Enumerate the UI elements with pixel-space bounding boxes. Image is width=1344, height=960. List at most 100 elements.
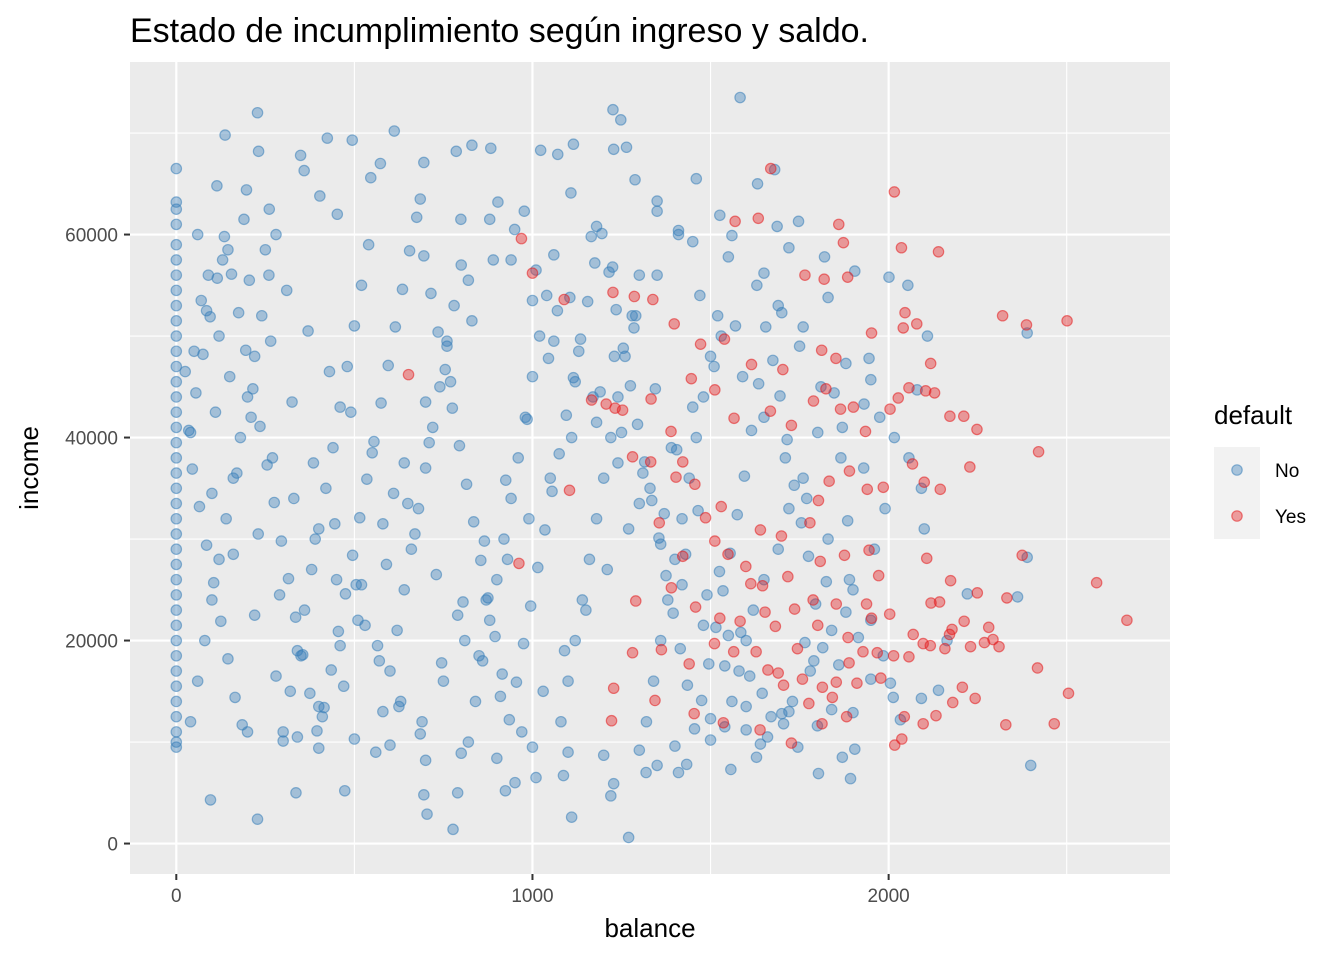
data-point <box>209 406 222 418</box>
data-point <box>558 293 570 306</box>
data-point <box>179 365 192 378</box>
data-point <box>939 642 951 655</box>
data-point <box>607 286 619 299</box>
data-point <box>903 382 915 394</box>
data-point <box>388 125 401 137</box>
data-point <box>888 186 901 198</box>
data-point <box>576 594 589 606</box>
data-point <box>921 330 934 342</box>
data-point <box>836 421 849 434</box>
data-point <box>298 604 311 616</box>
data-point <box>331 208 344 221</box>
data-point <box>694 338 707 350</box>
data-point <box>807 395 820 407</box>
data-point <box>858 398 870 410</box>
data-point <box>330 573 343 586</box>
data-point <box>309 533 322 545</box>
data-point <box>290 786 302 799</box>
data-point <box>1032 445 1045 458</box>
data-point <box>653 517 666 529</box>
data-point <box>774 390 786 402</box>
data-point <box>305 563 318 576</box>
data-point <box>200 304 213 317</box>
data-point <box>651 205 663 218</box>
data-point <box>662 594 674 606</box>
data-point <box>612 457 624 469</box>
data-point <box>441 335 453 347</box>
data-point <box>751 279 763 292</box>
data-point <box>499 474 512 486</box>
data-point <box>918 523 931 535</box>
data-point <box>170 467 183 479</box>
data-point <box>170 543 183 555</box>
data-point <box>574 333 587 345</box>
data-point <box>521 413 533 426</box>
data-point <box>312 523 325 535</box>
data-point <box>843 465 856 477</box>
data-point <box>832 659 845 671</box>
data-point <box>307 457 320 469</box>
data-point <box>451 609 464 621</box>
data-point <box>204 310 216 323</box>
data-point <box>526 370 539 383</box>
data-point <box>629 173 641 186</box>
data-point <box>722 251 735 263</box>
data-point <box>783 705 795 718</box>
data-point <box>418 156 430 169</box>
data-point <box>191 675 204 687</box>
data-point <box>658 507 671 520</box>
data-point <box>754 724 766 736</box>
data-point <box>928 387 941 399</box>
data-point <box>727 645 740 658</box>
data-point <box>614 114 627 126</box>
data-point <box>686 235 699 248</box>
data-point <box>888 739 901 751</box>
data-point <box>745 424 758 437</box>
data-point <box>877 481 890 494</box>
data-point <box>852 631 865 644</box>
data-point <box>808 655 820 667</box>
data-point <box>647 293 659 306</box>
legend-keys: No Yes <box>1214 447 1306 539</box>
data-point <box>409 528 421 540</box>
data-point <box>466 139 478 152</box>
data-point <box>548 249 560 261</box>
data-point <box>777 717 790 730</box>
data-point <box>825 703 838 716</box>
data-point <box>930 709 942 722</box>
data-point <box>633 497 646 510</box>
data-point <box>956 681 969 694</box>
data-point <box>558 644 571 657</box>
data-point <box>437 675 450 687</box>
data-point <box>756 687 768 700</box>
data-point <box>458 634 471 647</box>
data-point <box>735 626 747 639</box>
data-point <box>848 743 861 755</box>
data-point <box>714 209 726 222</box>
data-point <box>964 461 976 473</box>
data-point <box>320 482 332 495</box>
data-point <box>692 504 704 517</box>
data-point <box>255 309 268 322</box>
data-point <box>1001 592 1013 604</box>
data-point <box>863 544 875 557</box>
data-point <box>830 352 842 365</box>
data-point <box>859 425 872 438</box>
data-point <box>366 446 378 459</box>
data-point <box>291 731 304 743</box>
data-point <box>785 419 798 432</box>
data-point <box>583 553 596 566</box>
data-point <box>170 375 183 388</box>
data-point <box>170 218 183 231</box>
data-point <box>771 220 783 233</box>
data-point <box>840 357 852 370</box>
data-point <box>170 741 183 753</box>
data-point <box>403 244 416 257</box>
data-point <box>252 145 265 158</box>
data-point <box>170 710 183 723</box>
data-point <box>795 517 808 529</box>
data-point <box>588 257 601 269</box>
data-point <box>557 769 570 782</box>
data-point <box>515 726 528 738</box>
data-point <box>455 259 468 271</box>
